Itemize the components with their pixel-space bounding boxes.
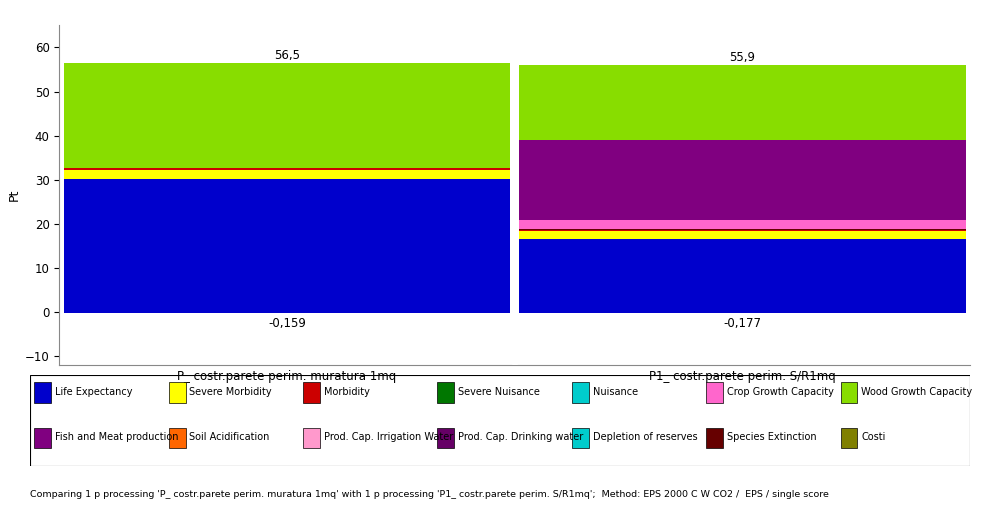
Bar [520,231,965,239]
Bar [438,428,454,448]
Bar [520,221,965,229]
Bar [520,239,965,312]
Text: Species Extinction: Species Extinction [727,432,817,442]
Text: Morbidity: Morbidity [324,387,369,396]
Text: Fish and Meat production: Fish and Meat production [55,432,178,442]
Bar [572,382,589,403]
Bar [168,382,186,403]
Text: Severe Morbidity: Severe Morbidity [189,387,272,396]
Bar [520,65,965,140]
Bar [303,382,320,403]
Bar [64,179,510,312]
Bar [303,428,320,448]
Text: -0,177: -0,177 [724,317,761,331]
Text: Nuisance: Nuisance [593,387,638,396]
Bar [438,382,454,403]
Text: -0,159: -0,159 [268,317,306,331]
Bar [520,312,965,313]
Bar [64,312,510,313]
Text: Soil Acidification: Soil Acidification [189,432,270,442]
Text: Depletion of reserves: Depletion of reserves [593,432,697,442]
Bar [64,170,510,179]
Text: Crop Growth Capacity: Crop Growth Capacity [727,387,834,396]
Bar [35,382,51,403]
Bar [520,140,965,221]
Bar [64,168,510,170]
Text: 56,5: 56,5 [274,49,300,61]
Bar [35,428,51,448]
Bar [706,428,723,448]
Text: Prod. Cap. Irrigation Water: Prod. Cap. Irrigation Water [324,432,453,442]
Text: Costi: Costi [861,432,886,442]
Bar [841,428,857,448]
Bar [520,229,965,231]
Bar [572,428,589,448]
Text: Wood Growth Capacity: Wood Growth Capacity [861,387,972,396]
Text: Life Expectancy: Life Expectancy [55,387,133,396]
Y-axis label: Pt: Pt [8,189,21,201]
Bar [841,382,857,403]
Text: Prod. Cap. Drinking water: Prod. Cap. Drinking water [458,432,583,442]
Bar [64,63,510,168]
Text: Severe Nuisance: Severe Nuisance [458,387,540,396]
Bar [168,428,186,448]
Bar [706,382,723,403]
Text: 55,9: 55,9 [730,51,755,64]
Text: Comparing 1 p processing 'P_ costr.parete perim. muratura 1mq' with 1 p processi: Comparing 1 p processing 'P_ costr.paret… [30,490,829,499]
